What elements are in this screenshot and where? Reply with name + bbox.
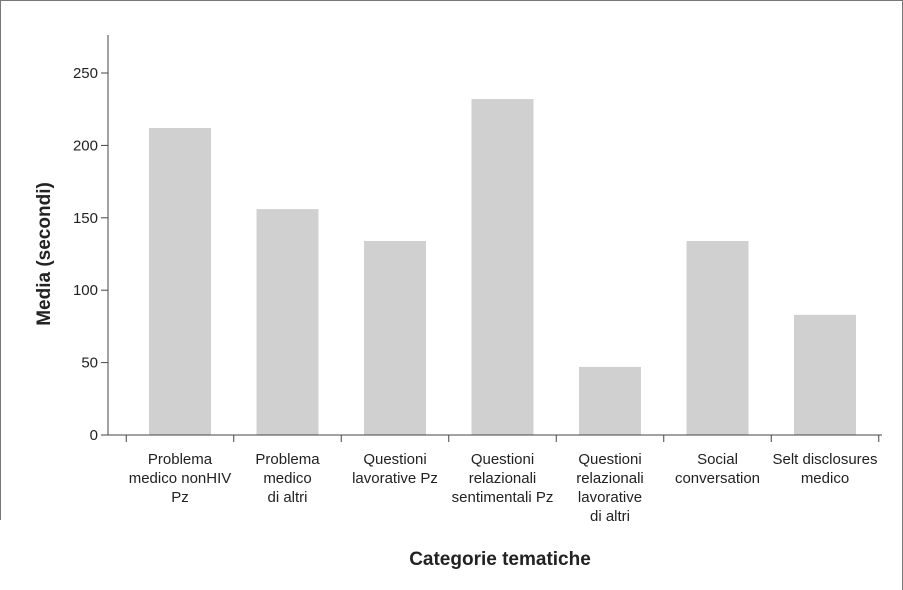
- bar: [256, 209, 319, 435]
- y-tick-label: 200: [73, 137, 98, 154]
- frame-left-edge: [0, 0, 1, 520]
- bars-group: [149, 99, 856, 436]
- bar: [579, 366, 641, 435]
- x-axis-title: Categorie tematiche: [409, 549, 591, 570]
- bar: [794, 314, 856, 435]
- x-tick-label: Problema medico nonHIV Pz: [129, 451, 232, 506]
- x-tick-label: Social conversation: [675, 451, 760, 487]
- bar: [149, 128, 211, 436]
- x-tick-label: Questioni relazionali lavorative di altri: [576, 451, 644, 525]
- x-tick-label: Questioni lavorative Pz: [352, 451, 438, 487]
- x-tick-label: Questioni relazionali sentimentali Pz: [452, 451, 554, 506]
- y-tick-label: 150: [73, 210, 98, 227]
- y-tick-label: 50: [81, 355, 98, 372]
- y-tick-label: 250: [73, 65, 98, 82]
- bar: [686, 240, 749, 435]
- x-tick-label: Problema medico di altri: [255, 451, 320, 506]
- x-tick-label: Selt disclosures medico: [772, 451, 877, 487]
- labels-group: 0 50 100 150 200 250 Problema medico nonHIV Pz Pr…: [73, 65, 878, 525]
- axes-group: [101, 35, 882, 442]
- y-tick-label: 0: [90, 427, 98, 444]
- y-tick-label: 100: [73, 282, 98, 299]
- bar: [471, 99, 534, 436]
- bar: [364, 240, 426, 435]
- y-axis-title: Media (secondi): [34, 182, 55, 326]
